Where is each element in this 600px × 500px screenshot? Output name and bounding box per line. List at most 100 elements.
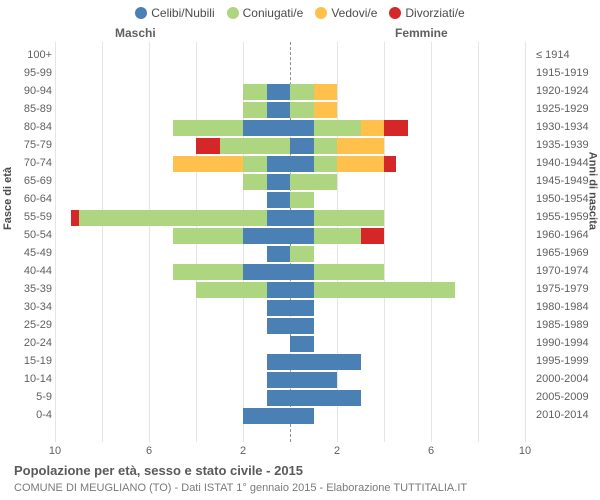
swatch-divorziati xyxy=(389,7,401,19)
age-label: 40-44 xyxy=(8,265,52,277)
legend-label-celibi: Celibi/Nubili xyxy=(151,6,214,20)
bar-m-celibi xyxy=(267,210,291,226)
bar-f-celibi xyxy=(290,408,314,424)
age-label: 95-99 xyxy=(8,67,52,79)
bar-f-divorziati xyxy=(384,156,396,172)
age-row xyxy=(55,138,525,154)
chart-title: Popolazione per età, sesso e stato civil… xyxy=(14,463,303,478)
bar-m-coniugati xyxy=(196,282,267,298)
bar-f-coniugati xyxy=(314,156,338,172)
bar-f-coniugati xyxy=(314,120,361,136)
bar-f-celibi xyxy=(290,354,361,370)
legend-item-vedovi: Vedovi/e xyxy=(315,6,377,20)
bar-f-coniugati xyxy=(290,84,314,100)
bar-m-coniugati xyxy=(173,264,244,280)
birth-label: 2010-2014 xyxy=(536,409,592,421)
bar-f-vedovi xyxy=(337,156,384,172)
birth-label: 1980-1984 xyxy=(536,301,592,313)
bar-m-divorziati xyxy=(196,138,220,154)
birth-label: 1930-1934 xyxy=(536,121,592,133)
xtick: 2 xyxy=(240,445,246,457)
bar-m-coniugati xyxy=(243,84,267,100)
bar-m-celibi xyxy=(267,84,291,100)
bar-m-celibi xyxy=(267,390,291,406)
bar-f-vedovi xyxy=(361,120,385,136)
bar-f-celibi xyxy=(290,372,337,388)
bar-f-vedovi xyxy=(314,84,338,100)
swatch-celibi xyxy=(135,7,147,19)
age-row xyxy=(55,156,525,172)
age-label: 65-69 xyxy=(8,175,52,187)
age-row xyxy=(55,336,525,352)
bar-f-coniugati xyxy=(290,102,314,118)
bar-m-celibi xyxy=(267,174,291,190)
bar-f-vedovi xyxy=(314,102,338,118)
bar-m-coniugati xyxy=(243,174,267,190)
bar-m-coniugati xyxy=(220,138,291,154)
bar-m-celibi xyxy=(267,192,291,208)
legend-item-coniugati: Coniugati/e xyxy=(227,6,304,20)
bar-f-vedovi xyxy=(337,138,384,154)
age-row xyxy=(55,174,525,190)
bar-f-divorziati xyxy=(361,228,385,244)
age-label: 15-19 xyxy=(8,355,52,367)
bar-f-coniugati xyxy=(314,264,385,280)
birth-label: 1925-1929 xyxy=(536,103,592,115)
bar-f-divorziati xyxy=(384,120,408,136)
bar-m-vedovi xyxy=(173,156,244,172)
age-label: 80-84 xyxy=(8,121,52,133)
birth-label: 1955-1959 xyxy=(536,211,592,223)
age-label: 100+ xyxy=(8,49,52,61)
birth-label: 2005-2009 xyxy=(536,391,592,403)
age-row xyxy=(55,228,525,244)
bars-layer xyxy=(55,42,525,442)
bar-m-coniugati xyxy=(243,102,267,118)
age-label: 20-24 xyxy=(8,337,52,349)
male-label: Maschi xyxy=(115,26,156,40)
bar-f-coniugati xyxy=(314,282,455,298)
bar-f-celibi xyxy=(290,336,314,352)
xtick: 6 xyxy=(146,445,152,457)
age-label: 50-54 xyxy=(8,229,52,241)
gridline xyxy=(525,42,526,442)
bar-m-celibi xyxy=(267,246,291,262)
age-label: 10-14 xyxy=(8,373,52,385)
age-label: 30-34 xyxy=(8,301,52,313)
age-row xyxy=(55,66,525,82)
xtick: 6 xyxy=(428,445,434,457)
bar-f-celibi xyxy=(290,138,314,154)
birth-label: 1965-1969 xyxy=(536,247,592,259)
bar-m-celibi xyxy=(267,300,291,316)
age-label: 45-49 xyxy=(8,247,52,259)
bar-f-coniugati xyxy=(314,210,385,226)
swatch-coniugati xyxy=(227,7,239,19)
bar-m-celibi xyxy=(267,318,291,334)
age-row xyxy=(55,246,525,262)
plot-area: 10622610 xyxy=(55,42,525,442)
bar-f-celibi xyxy=(290,300,314,316)
swatch-vedovi xyxy=(315,7,327,19)
birth-label: 1945-1949 xyxy=(536,175,592,187)
bar-f-celibi xyxy=(290,282,314,298)
age-label: 85-89 xyxy=(8,103,52,115)
age-row xyxy=(55,84,525,100)
birth-label: 1950-1954 xyxy=(536,193,592,205)
age-label: 70-74 xyxy=(8,157,52,169)
bar-f-celibi xyxy=(290,210,314,226)
bar-m-celibi xyxy=(243,228,290,244)
age-row xyxy=(55,282,525,298)
birth-label: 1985-1989 xyxy=(536,319,592,331)
birth-label: 1975-1979 xyxy=(536,283,592,295)
xtick: 10 xyxy=(519,445,531,457)
bar-m-celibi xyxy=(267,372,291,388)
birth-label: 1990-1994 xyxy=(536,337,592,349)
bar-m-coniugati xyxy=(173,228,244,244)
birth-label: 1915-1919 xyxy=(536,67,592,79)
age-label: 60-64 xyxy=(8,193,52,205)
age-label: 55-59 xyxy=(8,211,52,223)
legend-label-coniugati: Coniugati/e xyxy=(243,6,304,20)
bar-m-celibi xyxy=(267,156,291,172)
legend-label-vedovi: Vedovi/e xyxy=(331,6,377,20)
bar-f-coniugati xyxy=(314,228,361,244)
birth-label: ≤ 1914 xyxy=(536,49,592,61)
